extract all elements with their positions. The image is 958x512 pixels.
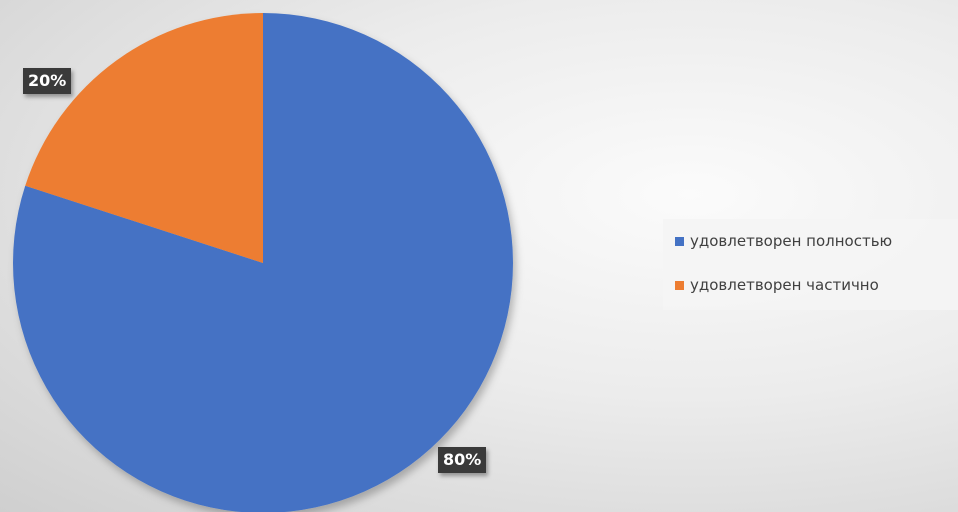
pie-slice-partial bbox=[25, 13, 263, 263]
legend: удовлетворен полностью удовлетворен част… bbox=[663, 219, 958, 310]
legend-item-full: удовлетворен полностью bbox=[675, 232, 892, 250]
legend-label-partial: удовлетворен частично bbox=[690, 276, 879, 294]
legend-swatch-partial bbox=[675, 280, 684, 290]
pie-slice-full bbox=[13, 13, 514, 512]
data-label-partial: 20% bbox=[23, 68, 72, 94]
legend-label-full: удовлетворен полностью bbox=[690, 232, 893, 250]
legend-swatch-full bbox=[675, 236, 684, 246]
legend-item-partial: удовлетворен частично bbox=[675, 276, 879, 294]
data-label-full: 80% bbox=[438, 447, 487, 473]
